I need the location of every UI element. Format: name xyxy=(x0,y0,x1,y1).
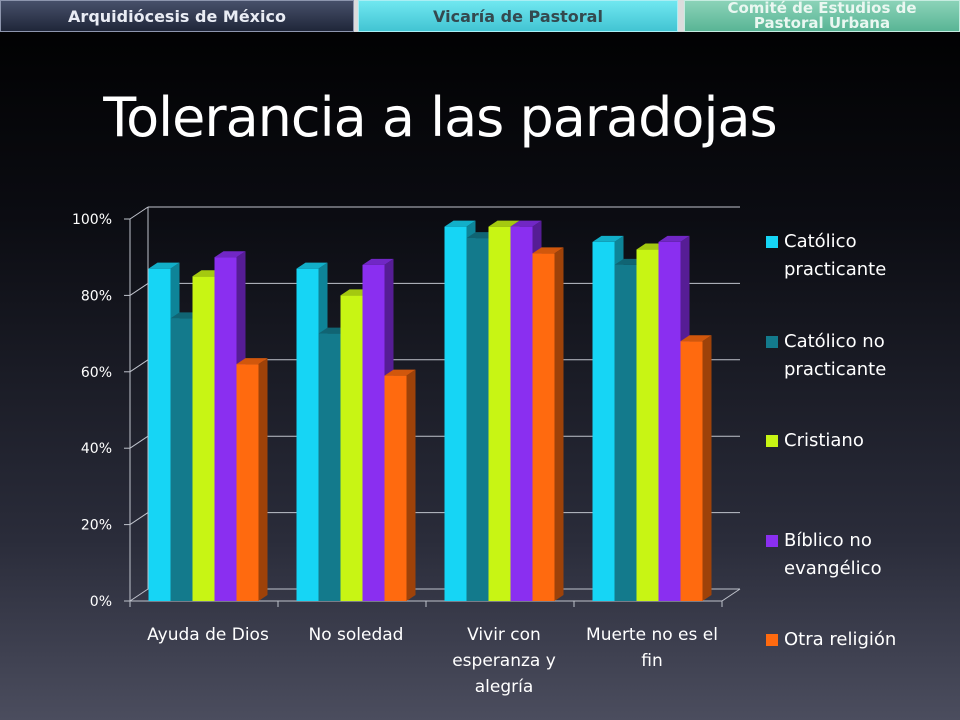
bar-front xyxy=(296,268,319,601)
gridline-side xyxy=(129,435,149,449)
bar-front xyxy=(658,241,681,602)
gridline-side xyxy=(129,512,149,526)
bar xyxy=(384,369,416,601)
slide-title: Tolerancia a las paradojas xyxy=(103,86,777,149)
y-tick-label: 80% xyxy=(81,288,112,304)
gridline-side xyxy=(129,588,149,602)
bar-front xyxy=(214,257,237,601)
bar-top xyxy=(362,258,394,265)
legend-label: Católico practicante xyxy=(784,231,887,280)
bar-front xyxy=(510,226,533,601)
bar-top xyxy=(444,220,476,227)
bar-front xyxy=(362,264,385,601)
y-tick-label: 60% xyxy=(81,365,112,381)
x-tick-label: Vivir con esperanza y alegría xyxy=(452,625,556,697)
bar-front xyxy=(318,333,341,601)
bar xyxy=(236,358,268,601)
x-tick-label: Ayuda de Dios xyxy=(147,625,269,645)
bar-top xyxy=(296,262,328,269)
bar-top xyxy=(532,247,564,254)
bar-side xyxy=(406,369,416,601)
header-tab-vicaria[interactable]: Vicaría de Pastoral xyxy=(358,0,678,32)
bar-front xyxy=(444,226,467,601)
bar-top xyxy=(680,335,712,342)
bar-front xyxy=(148,268,171,601)
header-tab-label: Vicaría de Pastoral xyxy=(433,6,603,26)
x-tick-label: Muerte no es el fin xyxy=(586,625,718,671)
bar-side xyxy=(554,247,564,601)
legend-label: Católico no practicante xyxy=(784,330,887,380)
legend-swatch xyxy=(766,534,778,547)
bar-top xyxy=(488,220,520,227)
y-tick-label: 20% xyxy=(81,518,112,534)
bar-top xyxy=(236,358,268,365)
bar-front xyxy=(384,375,407,601)
bar-front xyxy=(532,253,555,601)
bar-front xyxy=(170,318,193,601)
legend-label: Bíblico no evangélico xyxy=(784,529,882,579)
bar-top xyxy=(148,262,180,269)
bar-top xyxy=(384,369,416,376)
bar-front xyxy=(592,241,615,602)
legend-swatch xyxy=(766,435,778,447)
x-tick-label: No soledad xyxy=(308,625,404,645)
bar-front xyxy=(488,226,511,601)
bar-side xyxy=(258,358,268,601)
legend-swatch xyxy=(766,634,778,646)
bar-front xyxy=(636,249,659,601)
header-bar: Arquidiócesis de México Vicaría de Pasto… xyxy=(0,0,960,32)
header-tab-label: Arquidiócesis de México xyxy=(68,6,286,26)
bar-top xyxy=(592,235,624,242)
header-tab-arquidiocesis[interactable]: Arquidiócesis de México xyxy=(0,0,354,32)
bar-top xyxy=(214,251,246,258)
bar-side xyxy=(702,335,712,601)
y-tick-label: 40% xyxy=(81,441,112,457)
y-tick-label: 0% xyxy=(90,594,112,610)
bar-front xyxy=(466,238,489,601)
legend-label: Otra religión xyxy=(784,629,897,650)
legend-label: Cristiano xyxy=(784,430,864,451)
gridline-side xyxy=(129,359,149,373)
bar-front xyxy=(680,341,703,601)
y-tick-label: 100% xyxy=(72,212,112,228)
bar-top xyxy=(658,235,690,242)
header-tab-label: Pastoral Urbana xyxy=(753,14,891,32)
floor-edge xyxy=(721,588,741,602)
bar xyxy=(532,247,564,601)
bar-front xyxy=(236,364,259,601)
header-tab-comite[interactable]: Comité de Estudios de Pastoral Urbana xyxy=(684,0,960,32)
bar-front xyxy=(340,295,363,601)
bar-front xyxy=(192,276,215,601)
gridline-side xyxy=(129,206,149,220)
bar-front xyxy=(614,264,637,601)
bar-top xyxy=(510,220,542,227)
legend-swatch xyxy=(766,335,778,348)
header-tab-label: Comité de Estudios de xyxy=(727,0,917,17)
bar xyxy=(680,335,712,601)
gridline-side xyxy=(129,282,149,296)
legend-swatch xyxy=(766,236,778,248)
